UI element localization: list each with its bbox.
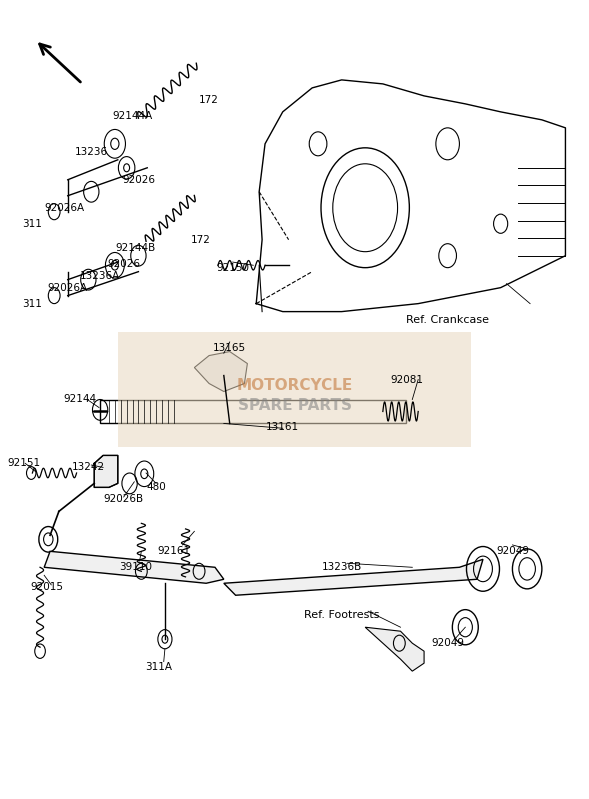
Text: 13236A: 13236A [80, 271, 120, 280]
Text: MOTORCYCLE: MOTORCYCLE [236, 378, 353, 392]
Text: 13242: 13242 [72, 463, 105, 472]
Text: 92161: 92161 [157, 547, 190, 556]
Text: 92026A: 92026A [45, 203, 85, 213]
Text: 92144: 92144 [63, 395, 96, 404]
Text: 92144A: 92144A [112, 111, 153, 121]
Text: 92081: 92081 [390, 375, 423, 384]
Text: 311A: 311A [145, 662, 173, 672]
Text: 172: 172 [190, 235, 210, 244]
Text: 92026A: 92026A [48, 283, 88, 292]
Text: 92049: 92049 [496, 547, 529, 556]
Text: 92150: 92150 [216, 263, 249, 272]
Text: 13165: 13165 [213, 343, 246, 352]
Text: 92026: 92026 [122, 175, 155, 185]
Text: 92015: 92015 [31, 582, 64, 592]
Text: 311: 311 [22, 299, 42, 308]
Text: 311: 311 [22, 219, 42, 229]
Text: 92144B: 92144B [115, 243, 155, 252]
Polygon shape [44, 551, 224, 583]
Text: Ref. Footrests: Ref. Footrests [304, 610, 379, 620]
Bar [100, 400, 406, 423]
Text: 13236B: 13236B [322, 562, 362, 572]
Polygon shape [194, 352, 247, 392]
Text: 480: 480 [146, 483, 166, 492]
Polygon shape [224, 559, 483, 595]
Text: 92026: 92026 [107, 259, 140, 268]
Text: 13161: 13161 [266, 423, 299, 432]
Text: Ref. Crankcase: Ref. Crankcase [406, 315, 489, 324]
Polygon shape [365, 627, 424, 671]
Text: 39110: 39110 [119, 562, 152, 572]
Bar [118, 332, 471, 447]
Text: 92049: 92049 [431, 638, 464, 648]
Text: 172: 172 [199, 95, 219, 105]
Polygon shape [94, 455, 118, 487]
Text: 13236: 13236 [75, 147, 108, 157]
Text: SPARE PARTS: SPARE PARTS [237, 398, 352, 412]
Text: 92151: 92151 [7, 459, 40, 468]
Text: 92026B: 92026B [104, 495, 144, 504]
